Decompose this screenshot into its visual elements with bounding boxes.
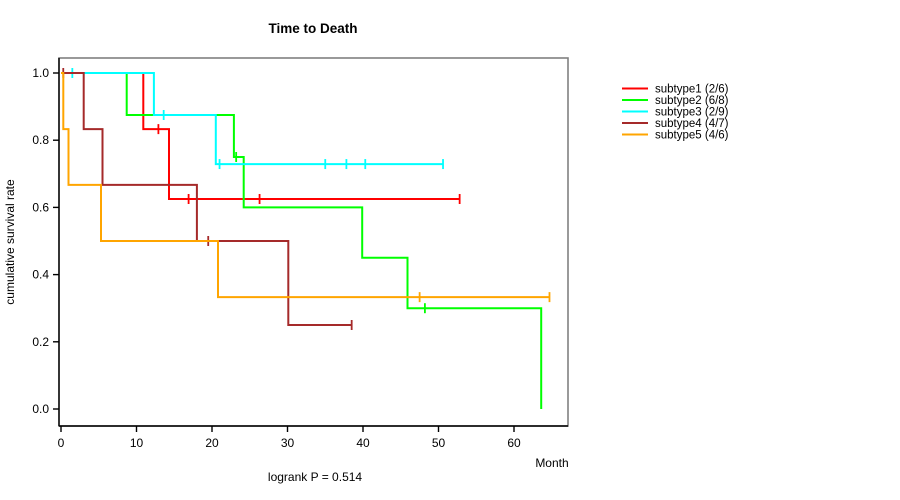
y-tick-label: 0.8 xyxy=(32,133,49,147)
legend-label: subtype4 (4/7) xyxy=(655,118,729,130)
series-line-1 xyxy=(61,72,460,200)
series-line-3 xyxy=(61,72,443,166)
series-line-4 xyxy=(61,72,352,326)
legend-item: subtype3 (2/9) xyxy=(622,107,729,119)
y-tick-label: 0.6 xyxy=(32,200,49,214)
x-tick-label: 10 xyxy=(130,436,144,450)
legend-item: subtype2 (6/8) xyxy=(622,95,729,107)
legend-label: subtype1 (2/6) xyxy=(655,84,729,96)
x-tick-label: 20 xyxy=(205,436,219,450)
legend: subtype1 (2/6)subtype2 (6/8)subtype3 (2/… xyxy=(622,84,729,142)
legend-item: subtype5 (4/6) xyxy=(622,130,729,142)
legend-label: subtype3 (2/9) xyxy=(655,107,729,119)
legend-label: subtype5 (4/6) xyxy=(655,130,729,142)
logrank-annotation: logrank P = 0.514 xyxy=(268,470,363,484)
chart-title: Time to Death xyxy=(268,21,357,36)
x-axis-label: Month xyxy=(535,456,568,470)
x-tick-label: 40 xyxy=(356,436,370,450)
y-axis-label: cumulative survival rate xyxy=(3,179,17,305)
legend-label: subtype2 (6/8) xyxy=(655,95,729,107)
x-tick-label: 50 xyxy=(432,436,446,450)
x-tick-label: 60 xyxy=(507,436,521,450)
y-tick-label: 0.4 xyxy=(32,268,49,282)
series-line-2 xyxy=(61,72,543,409)
legend-item: subtype4 (4/7) xyxy=(622,118,729,130)
series-line-5 xyxy=(61,72,550,299)
x-tick-label: 30 xyxy=(281,436,295,450)
y-tick-label: 1.0 xyxy=(32,66,49,80)
y-tick-label: 0.2 xyxy=(32,335,49,349)
legend-item: subtype1 (2/6) xyxy=(622,84,729,96)
x-tick-label: 0 xyxy=(58,436,65,450)
y-tick-label: 0.0 xyxy=(32,402,49,416)
plot-area: 0 10 20 30 40 50 60 1.0 0.8 0.6 0.4 0.2 0.0 xyxy=(32,57,569,450)
